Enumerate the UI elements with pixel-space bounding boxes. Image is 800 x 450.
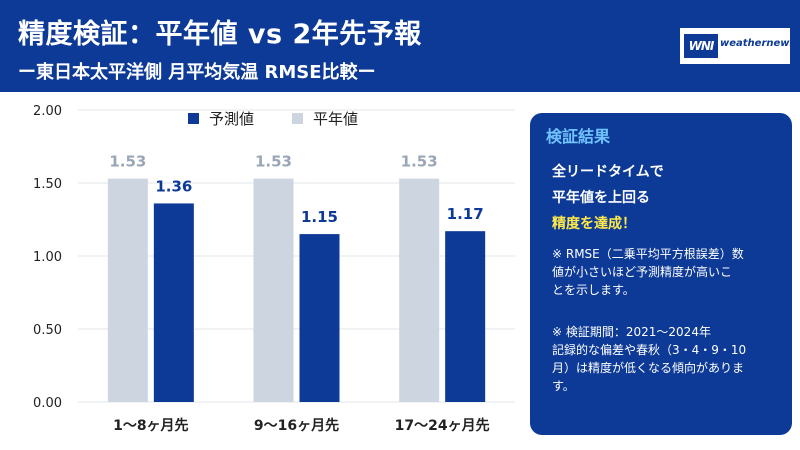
x-tick-label: 9〜16ヶ月先 <box>254 417 339 434</box>
legend-forecast-swatch <box>188 112 199 124</box>
y-tick-label: 0.00 <box>33 396 62 411</box>
result-panel: 検証結果 全リードタイムで 平年値を上回る 精度を達成！ ※ RMSE（二乗平均… <box>530 113 792 435</box>
legend-forecast: 予測値 <box>188 108 254 128</box>
panel-line-highlight: 精度を達成！ <box>552 216 636 232</box>
y-tick-label: 1.50 <box>33 177 62 192</box>
page-subtitle: ー東日本太平洋側 月平均気温 RMSE比較ー <box>18 62 376 83</box>
data-label-forecast: 1.36 <box>155 177 192 195</box>
legend-normal-label: 平年値 <box>313 109 359 128</box>
data-label-forecast: 1.15 <box>301 208 338 226</box>
legend-normal: 平年値 <box>292 108 358 128</box>
bar-forecast <box>299 234 340 402</box>
logo-text: weathernews <box>720 38 796 49</box>
panel-note-rmse: ※ RMSE（二乗平均平方根誤差）数 値が小さいほど予測精度が高いこ とを示しま… <box>552 247 744 297</box>
logo-mark: WNI <box>684 34 718 58</box>
header-banner: 精度検証：平年値 vs 2年先予報 ー東日本太平洋側 月平均気温 RMSE比較ー… <box>0 0 800 92</box>
bar-normal <box>107 178 148 402</box>
bar-forecast <box>445 231 486 402</box>
data-label-normal: 1.53 <box>401 153 438 171</box>
legend-normal-swatch <box>292 112 303 124</box>
bar-normal <box>253 178 294 402</box>
weathernews-logo: WNI weathernews <box>680 28 795 64</box>
rmse-bar-chart: 0.00 0.50 1.00 1.50 2.00 1.53 1.36 1〜8ヶ月先 1.53 1.… <box>33 104 515 434</box>
y-tick-label: 2.00 <box>33 104 62 119</box>
data-label-normal: 1.53 <box>109 153 146 171</box>
page-title: 精度検証：平年値 vs 2年先予報 <box>18 19 422 50</box>
bar-normal <box>399 178 440 402</box>
x-tick-label: 17〜24ヶ月先 <box>395 417 490 434</box>
y-tick-label: 1.00 <box>33 250 62 265</box>
data-label-forecast: 1.17 <box>447 205 484 223</box>
panel-line-2: 平年値を上回る <box>552 190 650 206</box>
panel-line-1: 全リードタイムで <box>552 164 664 180</box>
x-tick-label: 1〜8ヶ月先 <box>113 417 188 434</box>
panel-note-period: ※ 検証期間：2021〜2024年 記録的な偏差や春秋（3・4・9・10 月）は… <box>552 325 747 393</box>
panel-heading: 検証結果 <box>546 127 611 146</box>
data-label-normal: 1.53 <box>255 153 292 171</box>
bar-forecast <box>153 203 194 402</box>
y-tick-label: 0.50 <box>33 323 62 338</box>
legend-forecast-label: 予測値 <box>209 109 255 128</box>
